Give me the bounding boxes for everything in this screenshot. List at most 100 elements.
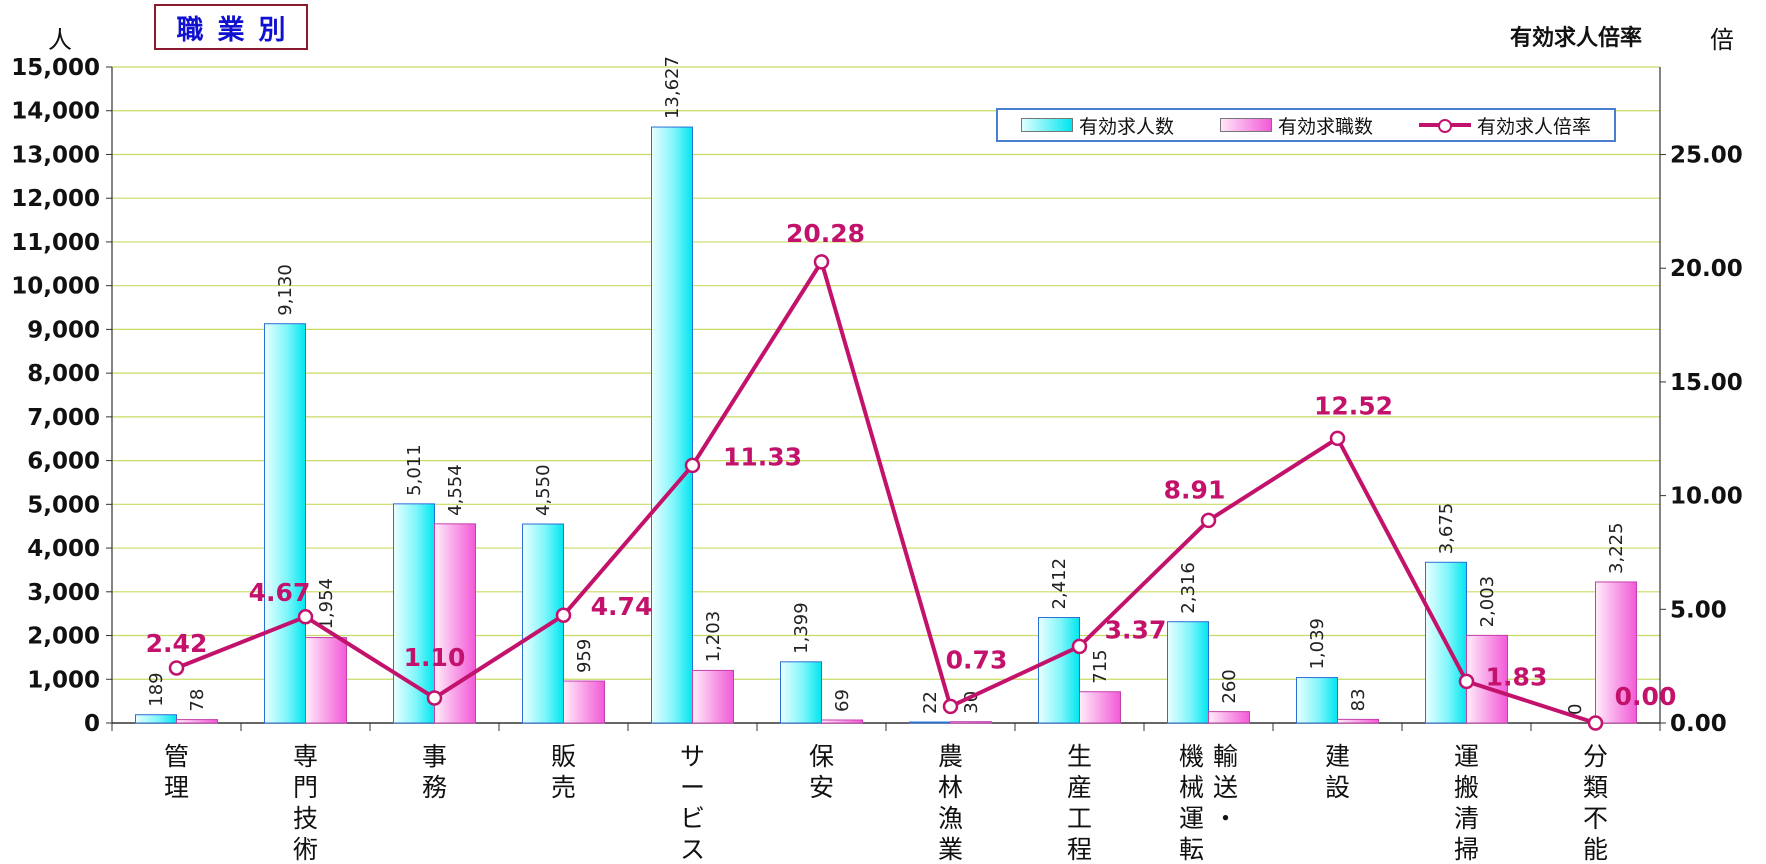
category-label-char: 売 [551, 773, 576, 802]
ratio-label: 11.33 [723, 442, 802, 471]
left-axis-tick-label: 11,000 [11, 230, 100, 256]
legend-swatch-seekers [1219, 118, 1272, 132]
bar-label-openings: 3,675 [1436, 503, 1457, 555]
right-axis-tick-label: 20.00 [1670, 256, 1743, 282]
left-axis-tick-label: 5,000 [27, 492, 100, 518]
ratio-point [168, 660, 185, 676]
left-axis-unit: 人 [48, 26, 72, 54]
bar-openings [1038, 617, 1080, 724]
legend-item-seekers: 有効求職数 [1219, 112, 1373, 139]
bar-label-openings: 4,550 [533, 464, 554, 516]
bar-seekers [434, 523, 476, 724]
chart-title: 職業別 [154, 4, 308, 50]
category-label-char: ビ [680, 804, 705, 833]
bar-label-openings: 2,316 [1178, 562, 1199, 614]
bar-openings [522, 523, 564, 724]
bar-label-openings: 22 [920, 691, 941, 714]
category-label-char: 設 [1325, 773, 1350, 802]
bar-openings [1167, 621, 1209, 724]
ratio-point [942, 698, 959, 715]
legend-swatch-ratio [1418, 119, 1471, 133]
left-axis-tick-label: 13,000 [11, 142, 100, 168]
legend-label-seekers: 有効求職数 [1277, 115, 1373, 138]
right-axis-tick-label: 0.00 [1670, 711, 1727, 737]
ratio-label: 12.52 [1314, 391, 1393, 420]
legend-label-ratio: 有効求人倍率 [1476, 115, 1591, 138]
left-axis-tick-label: 14,000 [11, 99, 100, 125]
bar-seekers [305, 637, 347, 724]
category-label-char: 術 [293, 835, 318, 864]
ratio-label: 4.67 [249, 578, 311, 607]
ratio-point [1458, 673, 1475, 690]
category-label-char: 安 [809, 773, 834, 802]
bar-label-seekers: 1,203 [703, 611, 724, 663]
bar-seekers [1079, 691, 1121, 724]
left-axis-tick-label: 12,000 [11, 186, 100, 212]
category-label-char: 務 [422, 773, 447, 802]
left-axis-tick-label: 8,000 [27, 361, 100, 387]
bar-label-openings: 13,627 [662, 56, 683, 119]
bar-seekers [692, 669, 734, 724]
bar-seekers [821, 719, 863, 724]
ratio-point [1071, 638, 1088, 655]
left-axis-tick-label: 2,000 [27, 624, 100, 650]
category-label-char: 漁 [938, 804, 963, 833]
category-label-char: 工 [1067, 804, 1092, 833]
legend-item-ratio: 有効求人倍率 [1418, 112, 1591, 139]
bar-label-openings: 2,412 [1049, 558, 1070, 610]
category-label-char: 程 [1067, 835, 1092, 864]
right-axis-tick-label: 5.00 [1670, 597, 1727, 623]
category-label-char: 械 [1179, 773, 1204, 802]
category-label-char: 運 [1454, 742, 1479, 771]
category-label-char: 販 [551, 742, 576, 771]
category-label-char: 理 [164, 773, 189, 802]
right-axis-title: 有効求人倍率 [1510, 26, 1643, 51]
right-axis-tick-label: 15.00 [1670, 370, 1743, 396]
category-label-char: 産 [1067, 773, 1092, 802]
bar-label-openings: 5,011 [404, 444, 425, 496]
category-label-char: サ [680, 742, 705, 771]
bar-label-seekers: 4,554 [445, 464, 466, 516]
bar-openings [264, 323, 306, 724]
ratio-label: 8.91 [1164, 475, 1226, 504]
ratio-label: 0.00 [1615, 682, 1677, 711]
category-label-char: 転 [1179, 835, 1204, 864]
ratio-point [684, 457, 701, 474]
ratio-point [1200, 512, 1217, 529]
bar-seekers [176, 719, 218, 724]
category-label-char: 建 [1325, 742, 1350, 771]
right-axis-tick-label: 25.00 [1670, 143, 1743, 169]
ratio-label: 0.73 [946, 645, 1008, 674]
ratio-point [813, 254, 830, 270]
ratio-point [426, 690, 443, 706]
bar-openings [909, 721, 951, 724]
bar-label-seekers: 30 [961, 691, 982, 714]
ratio-point [555, 607, 572, 623]
category-label-char: 類 [1583, 773, 1608, 802]
left-axis-tick-label: 0 [84, 711, 100, 737]
bar-seekers [1595, 581, 1637, 724]
bar-label-seekers: 83 [1348, 688, 1369, 711]
category-label-char: 技 [293, 804, 318, 833]
category-label-char: 農 [938, 742, 963, 771]
left-axis-tick-label: 4,000 [27, 536, 100, 562]
ratio-label: 2.42 [146, 629, 208, 658]
bar-seekers [563, 680, 605, 724]
plot-area [112, 67, 1660, 723]
ratio-point [1329, 430, 1346, 447]
right-axis-unit: 倍 [1710, 26, 1734, 54]
bar-openings [780, 661, 822, 724]
ratio-point [297, 609, 314, 625]
category-label-char: ス [680, 835, 705, 864]
category-label-char: 門 [293, 773, 318, 802]
category-label-char: 機 [1179, 742, 1204, 771]
bar-openings [393, 503, 435, 724]
bar-openings [651, 126, 693, 724]
category-label-char: ・ [1213, 804, 1238, 833]
category-label-char: 清 [1454, 804, 1479, 833]
category-label-char: 林 [938, 773, 963, 802]
category-label-char: 事 [422, 742, 447, 771]
category-label-char: 能 [1583, 835, 1608, 864]
bar-label-seekers: 2,003 [1477, 576, 1498, 628]
